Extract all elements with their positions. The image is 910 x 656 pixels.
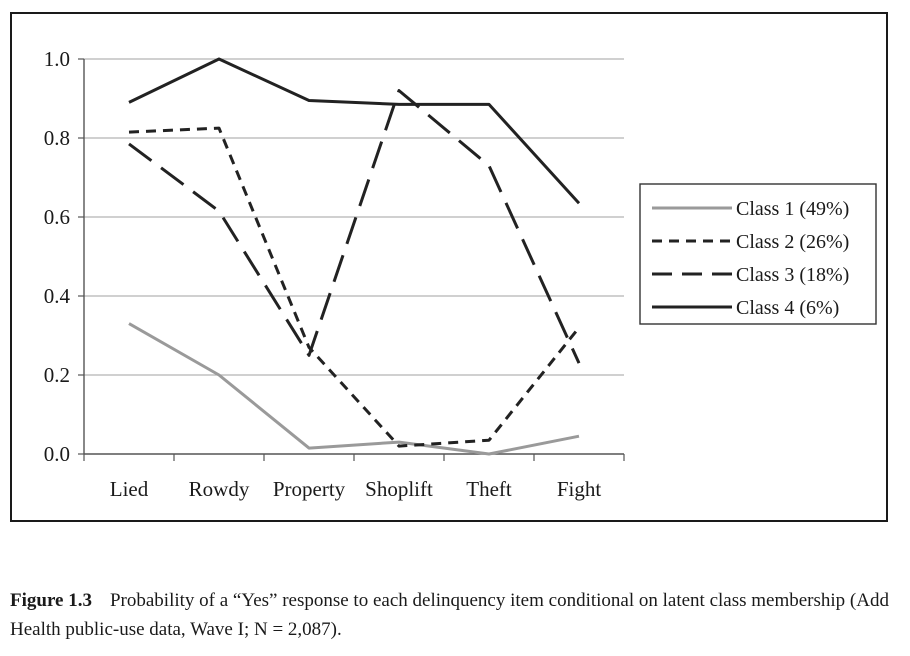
line-chart: 0.0 0.2 0.4 0.6 0.8 1.0 Lied Rowdy Property Shopl… bbox=[44, 47, 877, 501]
x-tick-label: Theft bbox=[466, 477, 512, 501]
chart-frame: 0.0 0.2 0.4 0.6 0.8 1.0 Lied Rowdy Property Shopl… bbox=[10, 12, 888, 522]
series-line-class-1 bbox=[128, 322, 580, 456]
legend-label-class-4: Class 4 (6%) bbox=[736, 297, 839, 319]
y-tick-label: 0.0 bbox=[44, 442, 70, 466]
y-tick-label: 0.2 bbox=[44, 363, 70, 387]
figure-label: Figure 1.3 bbox=[10, 590, 92, 611]
legend-label-class-3: Class 3 (18%) bbox=[736, 264, 849, 286]
y-tick-label: 1.0 bbox=[44, 47, 70, 71]
x-tick-label: Fight bbox=[557, 477, 602, 501]
series-lines bbox=[128, 57, 581, 456]
x-tick-label: Lied bbox=[110, 477, 149, 501]
figure-caption: Figure 1.3 Probability of a “Yes” respons… bbox=[10, 586, 902, 644]
legend: Class 1 (49%) Class 2 (26%) Class 3 (18%) C… bbox=[639, 183, 877, 325]
x-tick-label: Rowdy bbox=[189, 477, 250, 501]
axes: 0.0 0.2 0.4 0.6 0.8 1.0 Lied Rowdy Property Shopl… bbox=[44, 47, 625, 501]
y-tick-label: 0.8 bbox=[44, 126, 70, 150]
series-line-class-4 bbox=[128, 57, 581, 205]
y-tick-label: 0.6 bbox=[44, 205, 70, 229]
series-line-class-3 bbox=[128, 89, 581, 364]
x-tick-label: Shoplift bbox=[365, 477, 433, 501]
figure-caption-text: Probability of a “Yes” response to each … bbox=[10, 590, 889, 640]
legend-label-class-2: Class 2 (26%) bbox=[736, 231, 849, 253]
gridlines bbox=[84, 58, 624, 376]
series-line-class-2 bbox=[128, 126, 581, 448]
legend-label-class-1: Class 1 (49%) bbox=[736, 198, 849, 220]
x-tick-label: Property bbox=[273, 477, 346, 501]
y-tick-label: 0.4 bbox=[44, 284, 71, 308]
